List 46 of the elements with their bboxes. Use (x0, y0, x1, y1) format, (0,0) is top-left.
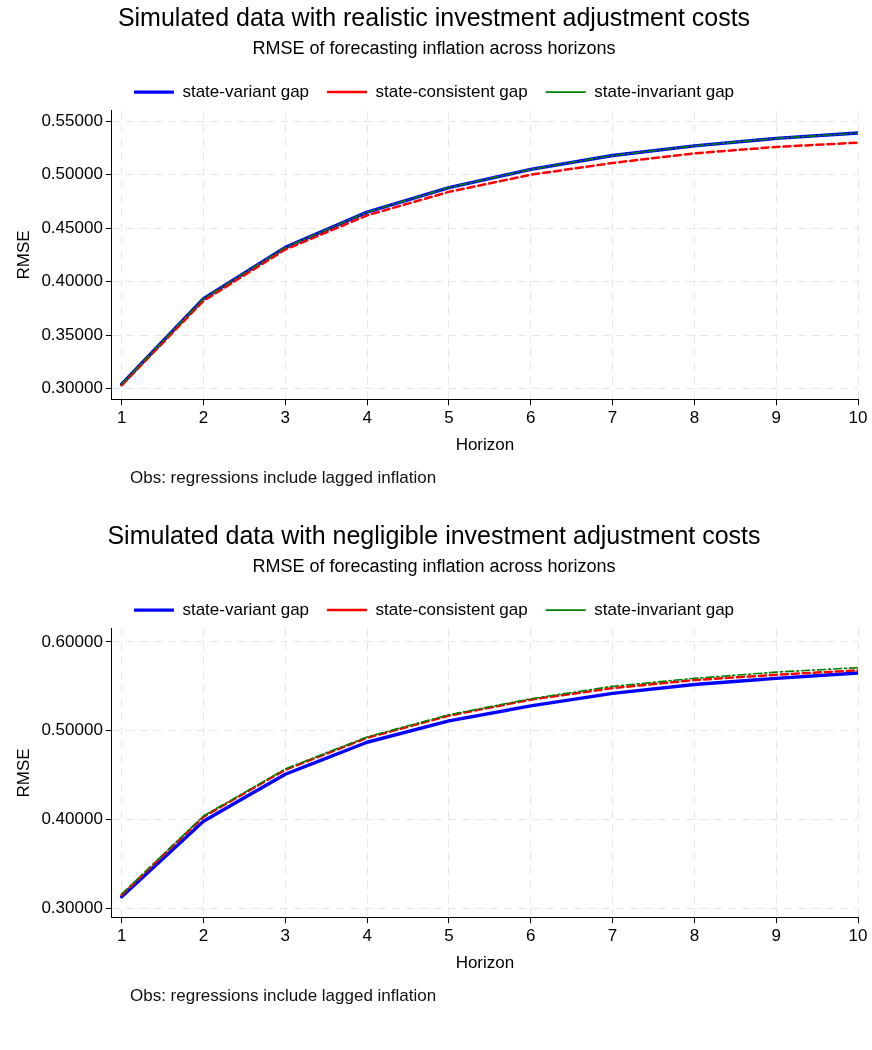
x-tick-label: 6 (526, 926, 536, 946)
legend-label: state-invariant gap (594, 599, 735, 619)
x-tick-label: 4 (362, 926, 372, 946)
y-tick-label: 0.30000 (41, 898, 103, 918)
x-tick-label: 1 (116, 408, 127, 428)
x-tick-label: 7 (607, 926, 618, 946)
y-tick-label: 0.40000 (41, 271, 103, 291)
y-axis-title: RMSE (13, 748, 33, 798)
x-tick-label: 2 (198, 926, 209, 946)
chart-title: Simulated data with realistic investment adjustment costs (117, 2, 751, 31)
legend-label: state-variant gap (182, 81, 310, 101)
x-tick-label: 2 (198, 408, 209, 428)
chart-subtitle: RMSE of forecasting inflation across horizons (252, 37, 616, 58)
legend-label: state-consistent gap (375, 81, 528, 101)
x-tick-label: 8 (689, 926, 700, 946)
y-tick-label: 0.60000 (41, 631, 103, 651)
x-tick-label: 8 (689, 408, 700, 428)
y-tick-label: 0.50000 (41, 720, 103, 740)
legend-label: state-variant gap (182, 599, 310, 619)
x-tick-label: 5 (444, 926, 454, 946)
text: Obs: regressions include lagged inflation (129, 467, 438, 489)
y-tick-label: 0.50000 (41, 164, 103, 184)
legend-label: state-invariant gap (594, 81, 735, 101)
x-tick-label: 9 (771, 926, 781, 946)
x-tick-label: 3 (280, 408, 291, 428)
legend-label: state-consistent gap (375, 599, 528, 619)
chart-title: Simulated data with negligible investment adjustment costs (107, 520, 761, 549)
x-tick-label: 10 (848, 926, 868, 946)
x-tick-label: 9 (771, 408, 781, 428)
y-tick-label: 0.40000 (41, 809, 103, 829)
x-tick-label: 5 (444, 408, 454, 428)
y-axis-title: RMSE (13, 230, 33, 280)
x-axis-title: Horizon (455, 435, 515, 455)
x-tick-label: 4 (362, 408, 372, 428)
y-tick-label: 0.55000 (41, 110, 103, 130)
y-tick-label: 0.35000 (41, 324, 103, 344)
x-tick-label: 6 (526, 408, 536, 428)
x-tick-label: 3 (280, 926, 291, 946)
chart-subtitle: RMSE of forecasting inflation across horizons (252, 555, 616, 576)
x-tick-label: 7 (607, 408, 618, 428)
y-tick-label: 0.45000 (41, 217, 103, 237)
y-tick-label: 0.30000 (41, 378, 103, 398)
x-tick-label: 1 (116, 926, 127, 946)
x-tick-label: 10 (848, 408, 868, 428)
x-axis-title: Horizon (455, 953, 515, 973)
text: Obs: regressions include lagged inflation (129, 985, 438, 1007)
